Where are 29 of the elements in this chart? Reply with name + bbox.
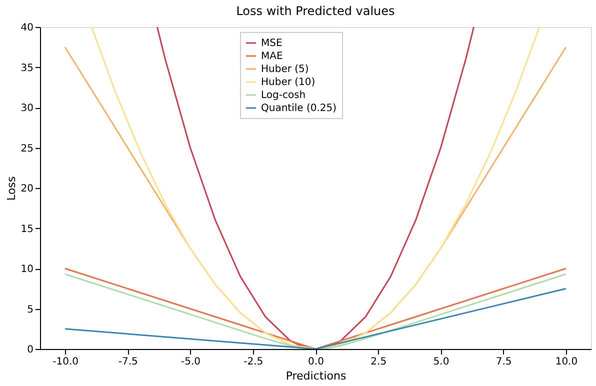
y-tick-label: 25 bbox=[20, 143, 34, 154]
x-tick-label: 2.5 bbox=[370, 356, 387, 368]
y-tick-label: 35 bbox=[20, 62, 34, 74]
y-tick-label: 5 bbox=[27, 304, 34, 316]
x-tick-label: -5.0 bbox=[181, 356, 201, 368]
legend-label: Huber (5) bbox=[261, 64, 309, 75]
legend-label: MSE bbox=[261, 38, 282, 49]
legend-label: Log-cosh bbox=[261, 90, 306, 101]
x-tick-label: 5.0 bbox=[433, 356, 450, 368]
x-tick-label: 7.5 bbox=[496, 356, 512, 368]
y-tick-label: 10 bbox=[20, 264, 34, 275]
chart-title: Loss with Predicted values bbox=[236, 4, 395, 18]
legend-label: MAE bbox=[261, 51, 283, 62]
y-tick-label: 40 bbox=[20, 22, 34, 34]
y-tick-label: 30 bbox=[20, 103, 34, 114]
line-series bbox=[156, 27, 475, 349]
y-axis-title: Loss bbox=[4, 176, 18, 201]
x-tick-label: 0.0 bbox=[308, 356, 324, 368]
line-series bbox=[90, 27, 540, 349]
x-axis-title: Predictions bbox=[286, 370, 346, 382]
legend-label: Huber (10) bbox=[261, 77, 316, 88]
y-tick-label: 20 bbox=[20, 184, 34, 194]
y-tick-label: 0 bbox=[27, 344, 34, 356]
x-tick-label: -7.5 bbox=[118, 356, 138, 368]
y-tick-label: 15 bbox=[20, 224, 34, 235]
x-tick-label: -10.0 bbox=[52, 356, 78, 368]
x-tick-label: 10.0 bbox=[555, 356, 578, 368]
x-tick-label: -2.5 bbox=[244, 356, 264, 368]
legend-label: Quantile (0.25) bbox=[261, 103, 337, 114]
